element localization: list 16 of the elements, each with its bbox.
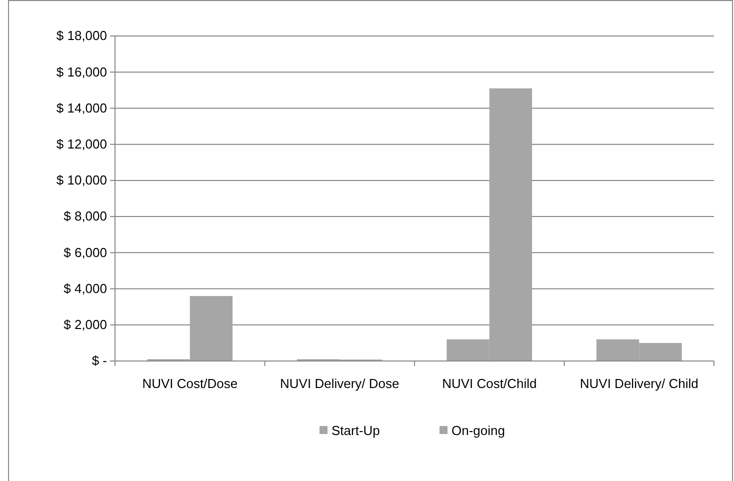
y-tick-label: $ 10,000 (56, 172, 107, 188)
legend-label: Start-Up (332, 423, 380, 438)
y-tick-label: $ 6,000 (64, 244, 107, 260)
y-tick-label: $ - (92, 353, 107, 368)
x-tick-label: NUVI Delivery/ Dose (280, 376, 400, 392)
x-tick-label: NUVI Cost/Dose (142, 376, 238, 392)
y-tick-label: $ 8,000 (64, 208, 107, 224)
x-tick-label: NUVI Cost/Child (442, 376, 537, 392)
y-tick-label: $ 2,000 (64, 317, 107, 332)
x-tick-label: NUVI Delivery/ Child (580, 376, 698, 392)
y-tick-label: $ 18,000 (56, 28, 107, 44)
y-tick-label: $ 4,000 (64, 280, 107, 296)
legend-label: On-going (452, 423, 505, 438)
y-tick-label: $ 12,000 (56, 136, 107, 152)
y-tick-label: $ 16,000 (56, 64, 107, 80)
y-tick-label: $ 14,000 (56, 100, 107, 116)
